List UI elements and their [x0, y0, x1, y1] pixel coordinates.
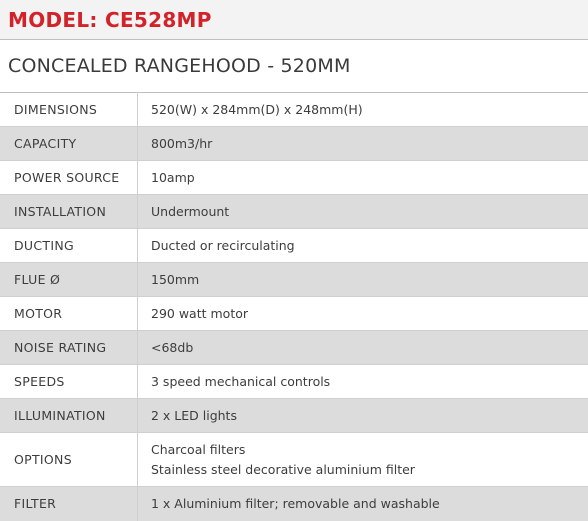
spec-value-line: Stainless steel decorative aluminium fil… — [151, 460, 588, 480]
spec-label: NOISE RATING — [0, 331, 138, 365]
spec-table: DIMENSIONS 520(W) x 284mm(D) x 248mm(H) … — [0, 92, 588, 521]
spec-row-motor: MOTOR 290 watt motor — [0, 297, 588, 331]
spec-value: 520(W) x 284mm(D) x 248mm(H) — [138, 93, 588, 127]
spec-value: 290 watt motor — [138, 297, 588, 331]
spec-value: Charcoal filters Stainless steel decorat… — [138, 433, 588, 487]
spec-label: INSTALLATION — [0, 195, 138, 229]
spec-row-dimensions: DIMENSIONS 520(W) x 284mm(D) x 248mm(H) — [0, 93, 588, 127]
model-title: MODEL: CE528MP — [8, 8, 212, 32]
product-title: CONCEALED RANGEHOOD - 520MM — [0, 40, 588, 92]
spec-value: Undermount — [138, 195, 588, 229]
spec-row-options: OPTIONS Charcoal filters Stainless steel… — [0, 433, 588, 487]
spec-row-filter: FILTER 1 x Aluminium filter; removable a… — [0, 487, 588, 521]
spec-value: Ducted or recirculating — [138, 229, 588, 263]
spec-row-power-source: POWER SOURCE 10amp — [0, 161, 588, 195]
spec-row-ducting: DUCTING Ducted or recirculating — [0, 229, 588, 263]
spec-label: DUCTING — [0, 229, 138, 263]
spec-label: OPTIONS — [0, 433, 138, 487]
spec-value-line: Charcoal filters — [151, 440, 588, 460]
spec-label: FILTER — [0, 487, 138, 521]
spec-value: 1 x Aluminium filter; removable and wash… — [138, 487, 588, 521]
spec-value: 3 speed mechanical controls — [138, 365, 588, 399]
spec-value: 800m3/hr — [138, 127, 588, 161]
spec-row-illumination: ILLUMINATION 2 x LED lights — [0, 399, 588, 433]
spec-label: ILLUMINATION — [0, 399, 138, 433]
spec-label: MOTOR — [0, 297, 138, 331]
model-header: MODEL: CE528MP — [0, 0, 588, 40]
spec-label: SPEEDS — [0, 365, 138, 399]
spec-row-noise-rating: NOISE RATING <68db — [0, 331, 588, 365]
spec-row-capacity: CAPACITY 800m3/hr — [0, 127, 588, 161]
spec-value: 10amp — [138, 161, 588, 195]
spec-value: 150mm — [138, 263, 588, 297]
spec-value: <68db — [138, 331, 588, 365]
spec-label: CAPACITY — [0, 127, 138, 161]
spec-row-installation: INSTALLATION Undermount — [0, 195, 588, 229]
spec-value: 2 x LED lights — [138, 399, 588, 433]
spec-row-speeds: SPEEDS 3 speed mechanical controls — [0, 365, 588, 399]
spec-label: DIMENSIONS — [0, 93, 138, 127]
spec-label: FLUE Ø — [0, 263, 138, 297]
spec-row-flue: FLUE Ø 150mm — [0, 263, 588, 297]
spec-label: POWER SOURCE — [0, 161, 138, 195]
